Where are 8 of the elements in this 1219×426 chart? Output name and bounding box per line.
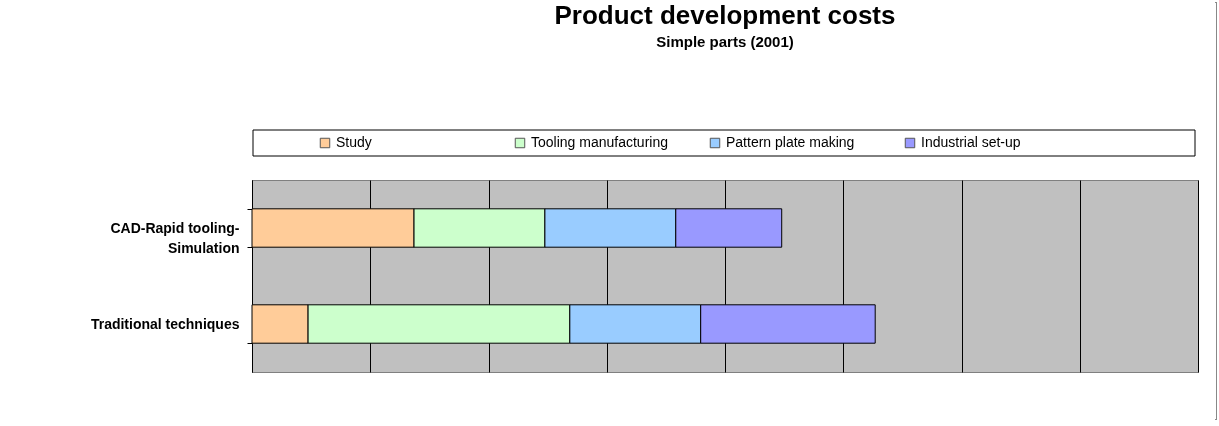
legend-label: Pattern plate making [726,134,855,150]
y-tick-label: Traditional techniques [90,315,240,332]
legend-label: Tooling manufacturing [531,134,668,150]
chart-subtitle: Simple parts (2001) [656,32,794,50]
legend-label: Industrial set-up [921,134,1021,150]
y-tick-label: CAD-Rapid tooling-Simulation [110,219,240,256]
legend-label: Study [336,134,372,150]
chart-title: Product development costs [554,0,896,30]
